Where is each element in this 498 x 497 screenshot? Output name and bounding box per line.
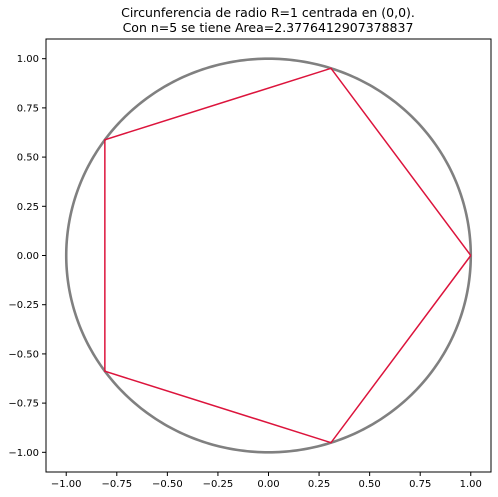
y-tick-label: 0.25	[17, 202, 39, 213]
chart-title-line-2: Con n=5 se tiene Area=2.3776412907378837	[123, 20, 414, 35]
x-tick-label: 0.00	[257, 479, 279, 490]
chart-title-line-1: Circunferencia de radio R=1 centrada en …	[121, 5, 415, 20]
x-tick-label: −0.25	[203, 479, 234, 490]
x-tick-label: −0.75	[101, 479, 132, 490]
y-tick-label: 0.50	[17, 153, 39, 164]
y-tick-label: −1.00	[8, 448, 39, 459]
pentagon-line	[104, 67, 472, 444]
plot-area: −1.00 −0.75 −0.50 −0.25 0.00 0.25 0.50 0.75 1.00…	[8, 38, 492, 490]
circle-line	[64, 57, 473, 454]
x-tick-label: −1.00	[51, 479, 82, 490]
x-tick-label: 0.50	[359, 479, 381, 490]
y-tick-label: 1.00	[17, 54, 39, 65]
x-tick-label: 0.75	[409, 479, 431, 490]
x-tick-label: −0.50	[152, 479, 183, 490]
x-tick-label: 1.00	[460, 479, 482, 490]
y-tick-label: 0.75	[17, 103, 39, 114]
y-tick-label: 0.00	[17, 251, 39, 262]
y-tick-label: −0.50	[8, 349, 39, 360]
x-tick-label: 0.25	[308, 479, 330, 490]
y-tick-label: −0.75	[8, 399, 39, 410]
y-tick-label: −0.25	[8, 300, 39, 311]
